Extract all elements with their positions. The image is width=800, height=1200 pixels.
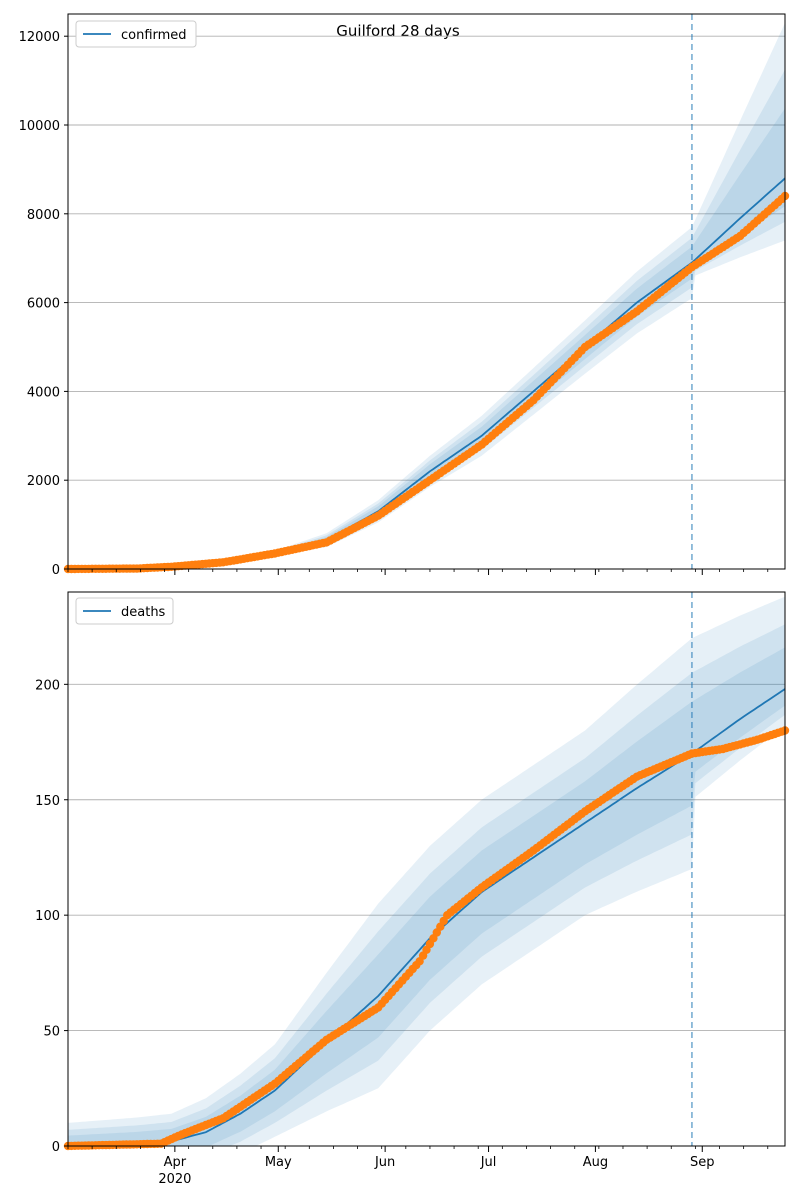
uncertainty-band-2: [68, 69, 785, 569]
x-tick-label: Jun: [374, 1155, 395, 1170]
confirmed-panel: 0 2000 4000 6000 8000 10000 12000 confirmed: [19, 13, 790, 578]
x-tick-label: Aug: [583, 1155, 608, 1170]
uncertainty-band-3: [68, 647, 785, 1146]
uncertainty-band-2: [68, 624, 785, 1146]
x-tick-label: Sep: [690, 1155, 715, 1170]
y-tick-label: 4000: [27, 385, 60, 400]
deaths-legend: deaths: [75, 597, 174, 625]
y-tick-label: 100: [35, 909, 60, 924]
y-tick-label: 0: [52, 1140, 60, 1155]
y-tick-label: 50: [43, 1025, 60, 1040]
y-tick-label: 10000: [19, 119, 60, 134]
figure-title: Guilford 28 days: [336, 22, 460, 40]
y-tick-label: 8000: [27, 208, 60, 223]
x-tick-label: Apr: [164, 1155, 187, 1170]
y-tick-label: 6000: [27, 297, 60, 312]
deaths-uncertainty-bands: [68, 596, 785, 1146]
uncertainty-band-1: [68, 22, 785, 569]
legend-box: [75, 597, 174, 625]
y-tick-label: 0: [52, 563, 60, 578]
uncertainty-band-1: [68, 596, 785, 1146]
y-tick-label: 150: [35, 794, 60, 809]
x-tick-year-label: 2020: [158, 1172, 191, 1187]
confirmed-legend: confirmed: [75, 20, 197, 48]
confirmed-observed-series: [63, 191, 790, 574]
deaths-observed-series: [63, 726, 790, 1151]
model-line: [68, 177, 786, 570]
y-tick-label: 200: [35, 678, 60, 693]
y-tick-label: 12000: [19, 30, 60, 45]
confirmed-axes: 0 2000 4000 6000 8000 10000 12000: [19, 13, 786, 578]
uncertainty-band-3: [68, 108, 785, 570]
deaths-panel: 0 50 100 150 200 Apr 2020 May Jun Jul Aug Sep death…: [35, 591, 790, 1187]
y-tick-label: 2000: [27, 474, 60, 489]
axes-frame: [67, 13, 786, 570]
axes-frame: [67, 591, 786, 1147]
confirmed-legend-label: confirmed: [121, 28, 187, 43]
confirmed-model-series: [68, 177, 786, 570]
legend-box: [75, 20, 197, 48]
x-tick-label: Jul: [480, 1155, 497, 1170]
x-tick-label: May: [265, 1155, 292, 1170]
confirmed-uncertainty-bands: [68, 22, 785, 570]
deaths-gridlines: [68, 683, 785, 1032]
deaths-legend-label: deaths: [121, 605, 166, 620]
deaths-axes: 0 50 100 150 200 Apr 2020 May Jun Jul Aug Sep: [35, 591, 786, 1187]
